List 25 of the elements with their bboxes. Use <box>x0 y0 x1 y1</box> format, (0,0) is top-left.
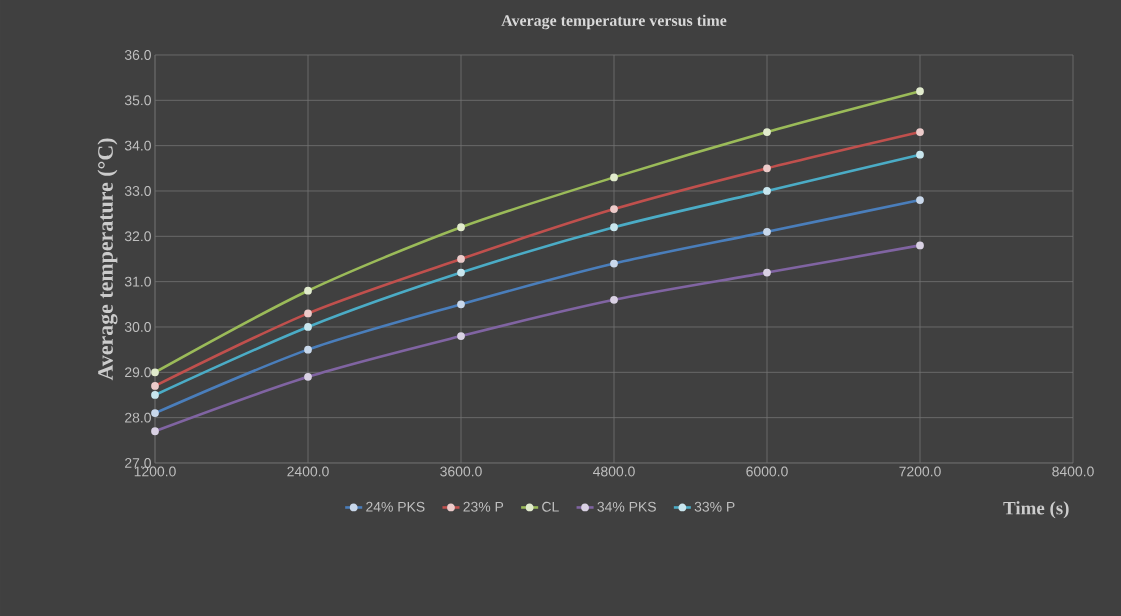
legend-label: 34% PKS <box>597 501 656 512</box>
y-tick-label: 36.0 <box>124 50 151 60</box>
y-tick-label: 31.0 <box>124 276 151 287</box>
y-axis-title: Average temperature (°C) <box>97 138 118 381</box>
legend-label: 33% P <box>694 501 735 512</box>
x-tick-label: 6000.0 <box>746 466 788 477</box>
y-tick-label: 34.0 <box>124 140 151 151</box>
y-tick-label: 28.0 <box>125 412 151 423</box>
y-tick-label: 27.0 <box>125 458 151 468</box>
x-axis-title: Time (s) <box>1003 501 1069 519</box>
legend-label: 23% P <box>463 501 504 512</box>
y-tick-label: 30.0 <box>124 322 151 332</box>
x-tick-label: 1200.0 <box>134 466 176 477</box>
y-tick-label: 32.0 <box>124 231 151 242</box>
y-tick-label: 29.0 <box>125 367 151 378</box>
chart-title: Average temperature versus time <box>501 14 727 30</box>
x-tick-label: 3600.0 <box>440 466 482 477</box>
legend-label: 24% PKS <box>366 501 425 512</box>
y-tick-label: 35.0 <box>124 95 151 106</box>
x-tick-label: 4800.0 <box>592 466 635 477</box>
x-tick-label: 8400.0 <box>1052 466 1094 477</box>
x-tick-label: 7200.0 <box>899 466 941 477</box>
x-tick-label: 2400.0 <box>287 466 329 477</box>
y-tick-label: 33.0 <box>124 186 151 196</box>
legend-label: CL <box>542 501 559 512</box>
